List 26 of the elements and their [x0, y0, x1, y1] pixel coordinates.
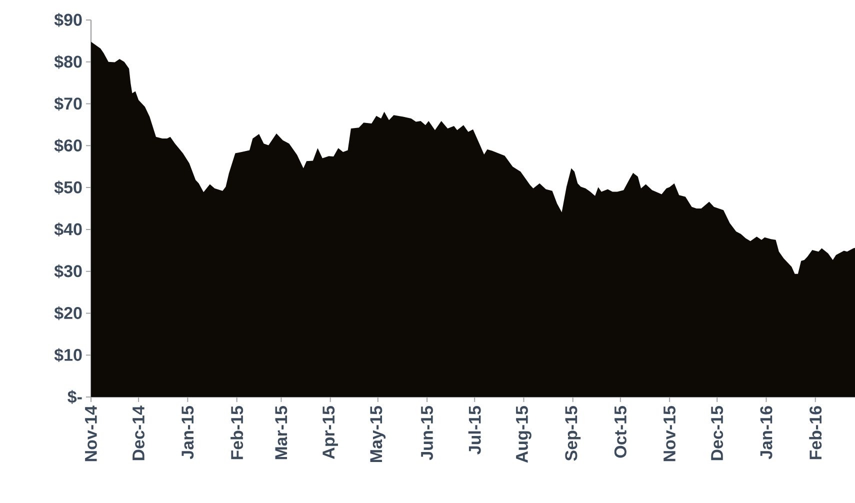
y-tick-label: $80: [54, 54, 82, 69]
y-tick-label: $30: [54, 264, 82, 278]
x-tick-label: Jan-16: [760, 406, 772, 460]
x-tick-label: Jun-15: [421, 406, 433, 460]
x-tick-label: Dec-15: [711, 406, 724, 460]
y-tick-label: $70: [54, 96, 82, 111]
y-tick-label: $20: [54, 306, 82, 320]
y-tick-label: $-: [68, 390, 82, 404]
x-tick-label: Jan-15: [182, 406, 194, 460]
x-tick-label: Sep-15: [565, 406, 581, 461]
x-tick-label: Jul-15: [468, 406, 481, 454]
x-tick-label: Oct-15: [614, 406, 626, 458]
x-tick-label: Apr-15: [322, 406, 338, 459]
y-tick-label: $90: [54, 13, 82, 27]
x-tick-label: Feb-15: [230, 406, 244, 460]
x-tick-label: Nov-14: [85, 406, 97, 462]
y-tick-label: $60: [54, 138, 82, 153]
y-tick-label: $40: [54, 222, 82, 236]
y-tick-label: $50: [54, 180, 82, 194]
y-tick-label: $10: [54, 348, 82, 362]
x-tick-label: Aug-15: [516, 406, 532, 463]
x-tick-label: May-15: [370, 406, 386, 462]
x-tick-label: Nov-15: [664, 406, 676, 462]
x-tick-label: Mar-15: [275, 406, 288, 460]
x-tick-label: Feb-16: [809, 406, 822, 460]
x-tick-label: Dec-14: [132, 406, 144, 460]
